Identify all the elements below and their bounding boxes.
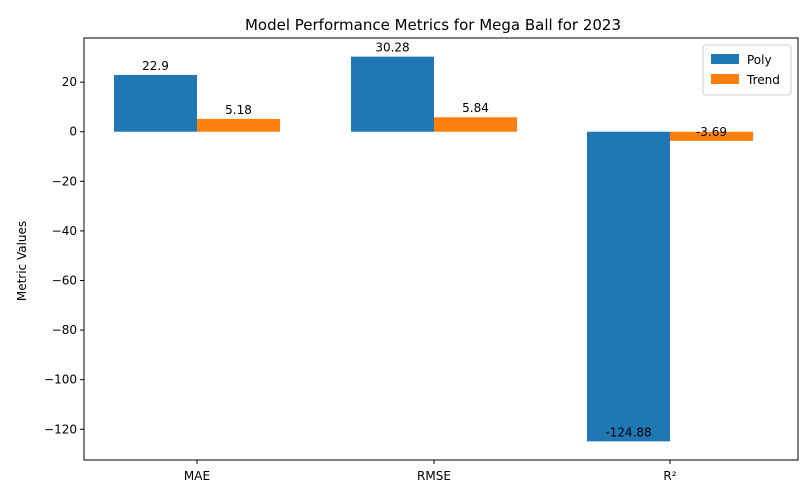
data-label: 5.18 xyxy=(225,103,252,117)
plot-area-frame xyxy=(83,37,799,461)
data-label: 22.9 xyxy=(142,59,169,73)
data-label: 5.84 xyxy=(462,101,489,115)
data-label: -3.69 xyxy=(696,125,727,139)
y-axis-label: Metric Values xyxy=(15,221,29,301)
bar-poly-r xyxy=(587,131,670,442)
bar-poly-mae xyxy=(114,74,197,132)
x-tick-label: RMSE xyxy=(417,469,451,483)
y-tick-label: 0 xyxy=(69,125,77,139)
bar-trend-mae xyxy=(197,118,280,132)
y-tick-label: 20 xyxy=(62,75,77,89)
y-tick-label: −120 xyxy=(44,422,77,436)
x-tick-label: R² xyxy=(663,469,676,483)
y-tick-label: −40 xyxy=(52,224,77,238)
legend-label-poly: Poly xyxy=(747,53,772,67)
data-label: 30.28 xyxy=(375,41,409,55)
legend-swatch-poly xyxy=(711,54,739,64)
bar-trend-rmse xyxy=(434,117,517,132)
x-tick-label: MAE xyxy=(184,469,210,483)
legend-swatch-trend xyxy=(711,74,739,84)
bar-poly-rmse xyxy=(351,56,434,132)
legend-label-trend: Trend xyxy=(746,73,780,87)
legend: Poly Trend xyxy=(702,44,792,96)
y-tick-label: −100 xyxy=(44,373,77,387)
y-tick-label: −60 xyxy=(52,273,77,287)
data-label: -124.88 xyxy=(605,425,651,439)
chart-title: Model Performance Metrics for Mega Ball … xyxy=(245,16,621,34)
bar-trend-r xyxy=(670,131,753,141)
y-tick-label: −20 xyxy=(52,174,77,188)
y-tick-label: −80 xyxy=(52,323,77,337)
